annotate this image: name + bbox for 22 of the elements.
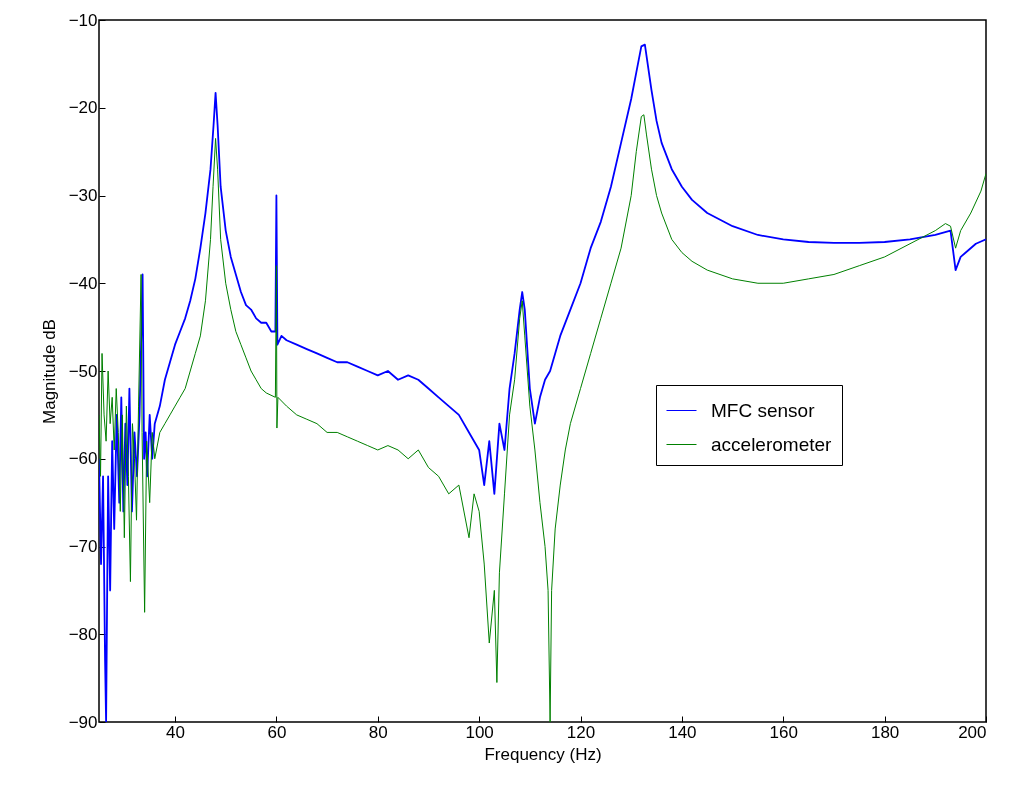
x-tick-label: 80 xyxy=(368,722,388,742)
legend-label: accelerometer xyxy=(711,433,833,455)
x-tick-label: 120 xyxy=(566,722,596,742)
y-tick-label: −20 xyxy=(68,98,98,118)
y-tick-label: −90 xyxy=(68,712,98,732)
x-tick-label: 100 xyxy=(465,722,494,742)
y-tick-label: −30 xyxy=(68,186,98,205)
y-tick-label: −50 xyxy=(68,361,98,381)
y-tick-label: −70 xyxy=(68,537,98,556)
x-tick-label: 180 xyxy=(870,722,900,742)
x-tick-label: 40 xyxy=(166,722,185,742)
x-axis-title: Frequency (Hz) xyxy=(484,744,602,764)
y-tick-label: −80 xyxy=(68,624,98,644)
y-axis-title: Magnitude dB xyxy=(39,319,59,424)
y-tick-label: −40 xyxy=(68,273,98,293)
x-tick-label: 200 xyxy=(958,722,987,742)
y-tick-label: −60 xyxy=(68,449,98,469)
x-tick-label: 60 xyxy=(267,722,287,742)
x-tick-label: 140 xyxy=(668,722,697,742)
y-tick-label: −10 xyxy=(68,10,98,30)
legend-label: MFC sensor xyxy=(711,399,816,421)
x-tick-label: 160 xyxy=(769,722,798,742)
